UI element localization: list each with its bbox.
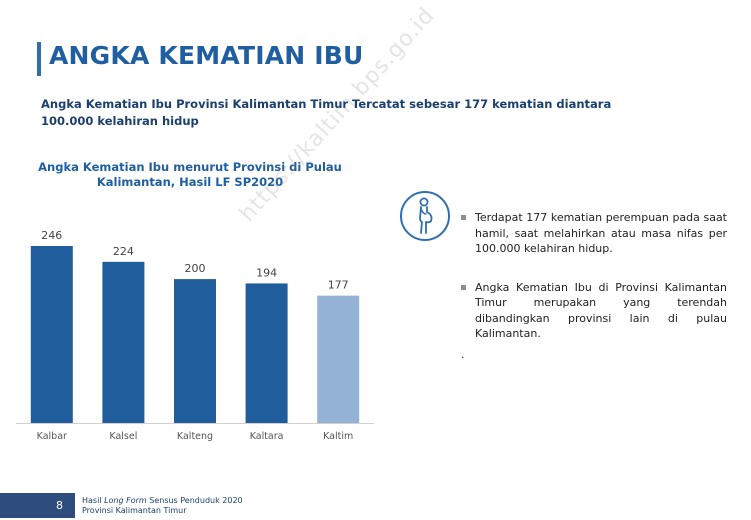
- chart-title: Angka Kematian Ibu menurut Provinsi di P…: [20, 160, 360, 190]
- data-label-kaltim: 177: [328, 279, 349, 292]
- footer-line1-italic: Long Form: [104, 496, 147, 505]
- bar-kalbar: [30, 246, 73, 423]
- x-tick-kalbar: Kalbar: [37, 431, 67, 442]
- data-label-kalsel: 224: [113, 245, 134, 258]
- bar-kaltim: [317, 295, 360, 423]
- chart-title-line2: Kalimantan, Hasil LF SP2020: [96, 175, 284, 189]
- bar-kalteng: [174, 279, 216, 423]
- x-tick-kaltim: Kaltim: [323, 431, 353, 442]
- footer-bar: [0, 493, 75, 518]
- bar-kaltara: [245, 283, 288, 423]
- x-tick-kalsel: Kalsel: [109, 431, 137, 442]
- data-label-kalbar: 246: [41, 229, 62, 242]
- footer-line2: Provinsi Kalimantan Timur: [82, 506, 187, 515]
- footer-caption: Hasil Long Form Sensus Penduduk 2020 Pro…: [82, 496, 243, 516]
- trailing-dot: .: [461, 348, 465, 361]
- pregnant-woman-icon: [399, 190, 451, 242]
- info-bullet-1: Terdapat 177 kematian perempuan pada saa…: [460, 210, 727, 257]
- footer-line1-prefix: Hasil: [82, 496, 105, 505]
- info-bullet-2: Angka Kematian Ibu di Provinsi Kalimanta…: [460, 280, 727, 342]
- title-accent-bar: [37, 42, 41, 76]
- page-subtitle: Angka Kematian Ibu Provinsi Kalimantan T…: [41, 97, 612, 128]
- footer-line1-suffix: Sensus Penduduk 2020: [146, 496, 243, 505]
- x-tick-kalteng: Kalteng: [177, 431, 213, 442]
- chart-title-line1: Angka Kematian Ibu menurut Provinsi di P…: [38, 160, 342, 174]
- info-bullets: Terdapat 177 kematian perempuan pada saa…: [460, 210, 727, 342]
- data-label-kalteng: 200: [185, 262, 206, 275]
- bar-kalsel: [102, 261, 145, 423]
- page-title: ANGKA KEMATIAN IBU: [49, 41, 364, 70]
- x-tick-kaltara: Kaltara: [250, 431, 284, 442]
- page-number: 8: [56, 499, 63, 512]
- data-label-kaltara: 194: [256, 266, 277, 279]
